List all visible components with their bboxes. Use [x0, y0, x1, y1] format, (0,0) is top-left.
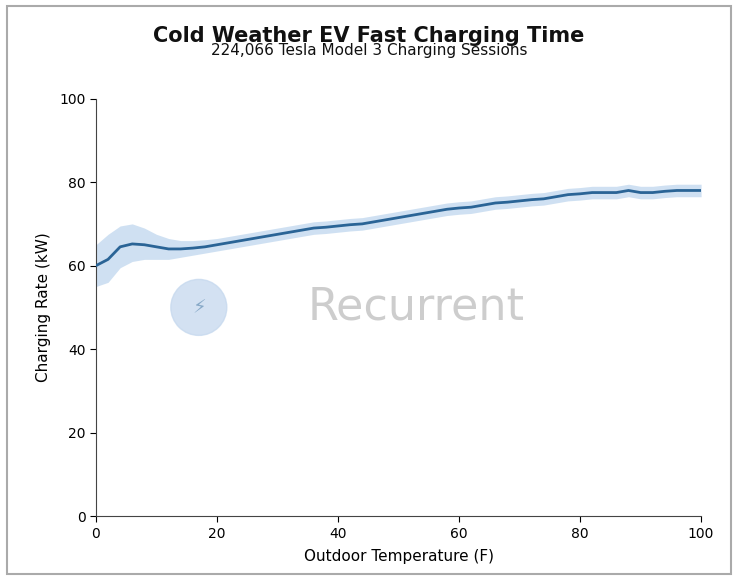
- Ellipse shape: [170, 280, 227, 335]
- Text: 224,066 Tesla Model 3 Charging Sessions: 224,066 Tesla Model 3 Charging Sessions: [211, 44, 527, 59]
- Text: Recurrent: Recurrent: [308, 286, 525, 329]
- Y-axis label: Charging Rate (kW): Charging Rate (kW): [36, 233, 51, 382]
- Text: Cold Weather EV Fast Charging Time: Cold Weather EV Fast Charging Time: [154, 26, 584, 46]
- Text: ⚡: ⚡: [192, 298, 206, 317]
- X-axis label: Outdoor Temperature (F): Outdoor Temperature (F): [303, 549, 494, 564]
